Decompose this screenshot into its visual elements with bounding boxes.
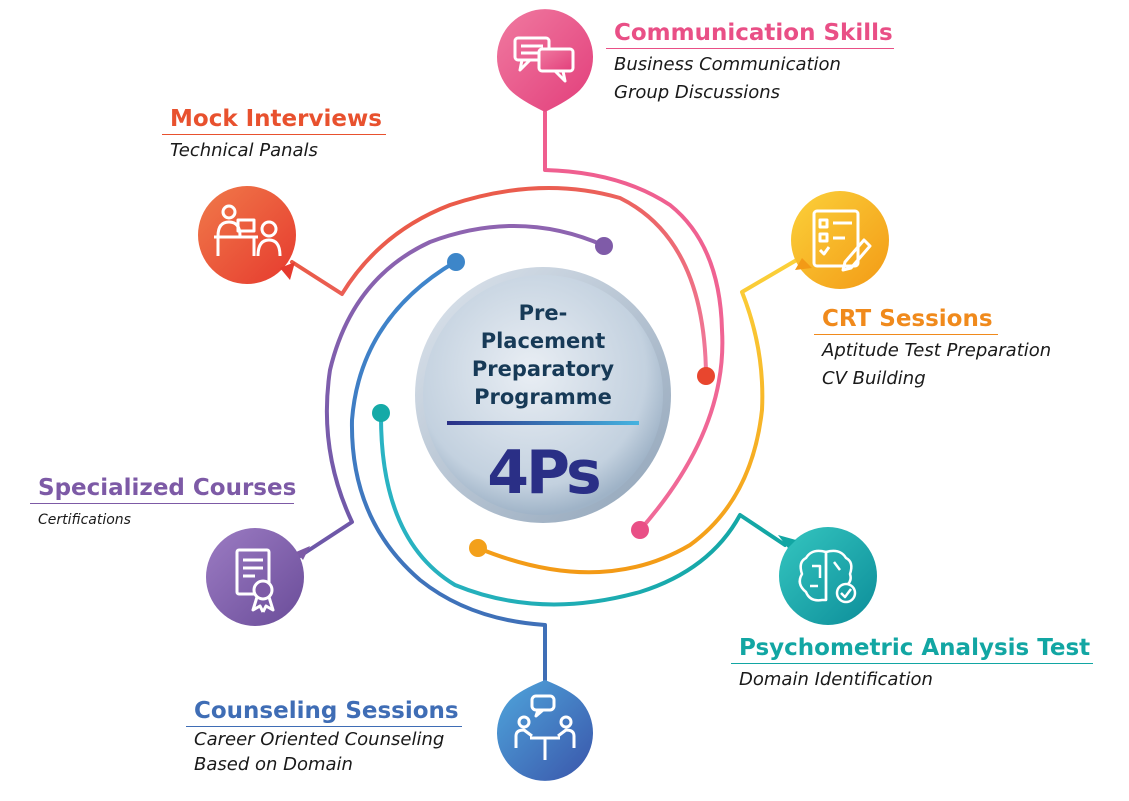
title-communication: Communication Skills xyxy=(606,20,894,49)
label-mock: Mock Interviews Technical Panals xyxy=(162,106,386,165)
item-business-communication: Business Communication xyxy=(614,54,841,75)
connector-specialized xyxy=(298,224,607,558)
certificate-icon xyxy=(235,548,275,613)
pin-mock xyxy=(198,186,296,284)
title-specialized: Specialized Courses xyxy=(30,475,296,504)
label-specialized: Specialized Courses Certifications xyxy=(30,475,296,534)
pin-specialized xyxy=(206,528,310,626)
title-crt: CRT Sessions xyxy=(814,306,998,335)
connector-communication xyxy=(543,110,725,532)
checklist-icon xyxy=(812,209,872,272)
label-crt: CRT Sessions Aptitude Test Preparation C… xyxy=(814,306,1051,393)
title-mock: Mock Interviews xyxy=(162,106,386,135)
interview-desk-icon xyxy=(214,204,282,257)
item-technical-panals: Technical Panals xyxy=(170,140,318,161)
endpoint-dot-red xyxy=(697,367,715,385)
brain-icon xyxy=(798,549,857,604)
title-counseling: Counseling Sessions xyxy=(186,698,462,727)
center-line-1: Pre- xyxy=(519,301,568,325)
item-domain-identification: Domain Identification xyxy=(739,669,933,690)
endpoint-dot-teal xyxy=(372,404,390,422)
label-counseling: Counseling Sessions Career Oriented Coun… xyxy=(186,698,462,777)
item-based-on-domain: Based on Domain xyxy=(194,754,353,775)
center-divider xyxy=(447,421,639,425)
item-group-discussions: Group Discussions xyxy=(614,82,781,103)
item-certifications: Certifications xyxy=(38,512,131,528)
pin-psychometric xyxy=(778,527,877,625)
center-line-3: Preparatory xyxy=(472,357,615,381)
connector-crt xyxy=(476,256,802,575)
item-career-oriented: Career Oriented Counseling xyxy=(194,729,445,750)
chat-bubbles-icon xyxy=(513,36,575,83)
connector-counseling xyxy=(349,260,547,682)
center-4ps: 4Ps xyxy=(487,438,599,508)
pin-counseling xyxy=(496,680,593,781)
item-cv-building: CV Building xyxy=(822,368,926,389)
label-psychometric: Psychometric Analysis Test Domain Identi… xyxy=(731,635,1093,694)
pin-communication xyxy=(496,9,593,113)
endpoint-dots xyxy=(372,237,715,557)
endpoint-dot-orange xyxy=(469,539,487,557)
item-aptitude: Aptitude Test Preparation xyxy=(822,340,1052,361)
pin-crt xyxy=(791,191,889,289)
center-hub: Pre- Placement Preparatory Programme 4Ps xyxy=(415,267,671,523)
endpoint-dot-pink xyxy=(631,521,649,539)
connector-mock xyxy=(290,186,708,378)
title-psychometric: Psychometric Analysis Test xyxy=(731,635,1093,664)
endpoint-dot-blue xyxy=(447,253,465,271)
connector-psychometric xyxy=(378,411,787,607)
counseling-icon xyxy=(514,694,576,760)
label-communication: Communication Skills Business Communicat… xyxy=(606,20,894,107)
connector-lines xyxy=(290,110,802,682)
endpoint-dot-purple xyxy=(595,237,613,255)
center-line-4: Programme xyxy=(474,385,612,409)
center-line-2: Placement xyxy=(481,329,606,353)
